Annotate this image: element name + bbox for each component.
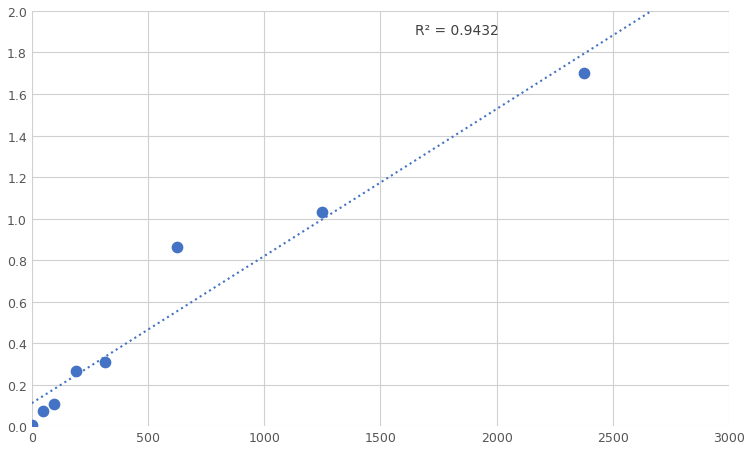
- Point: [317, 209, 329, 216]
- Point: [47, 401, 59, 408]
- Text: R² = 0.9432: R² = 0.9432: [415, 24, 499, 38]
- Point: [99, 359, 111, 366]
- Point: [578, 70, 590, 78]
- Point: [26, 422, 38, 429]
- Point: [69, 368, 81, 375]
- Point: [37, 407, 49, 414]
- Point: [171, 244, 183, 251]
